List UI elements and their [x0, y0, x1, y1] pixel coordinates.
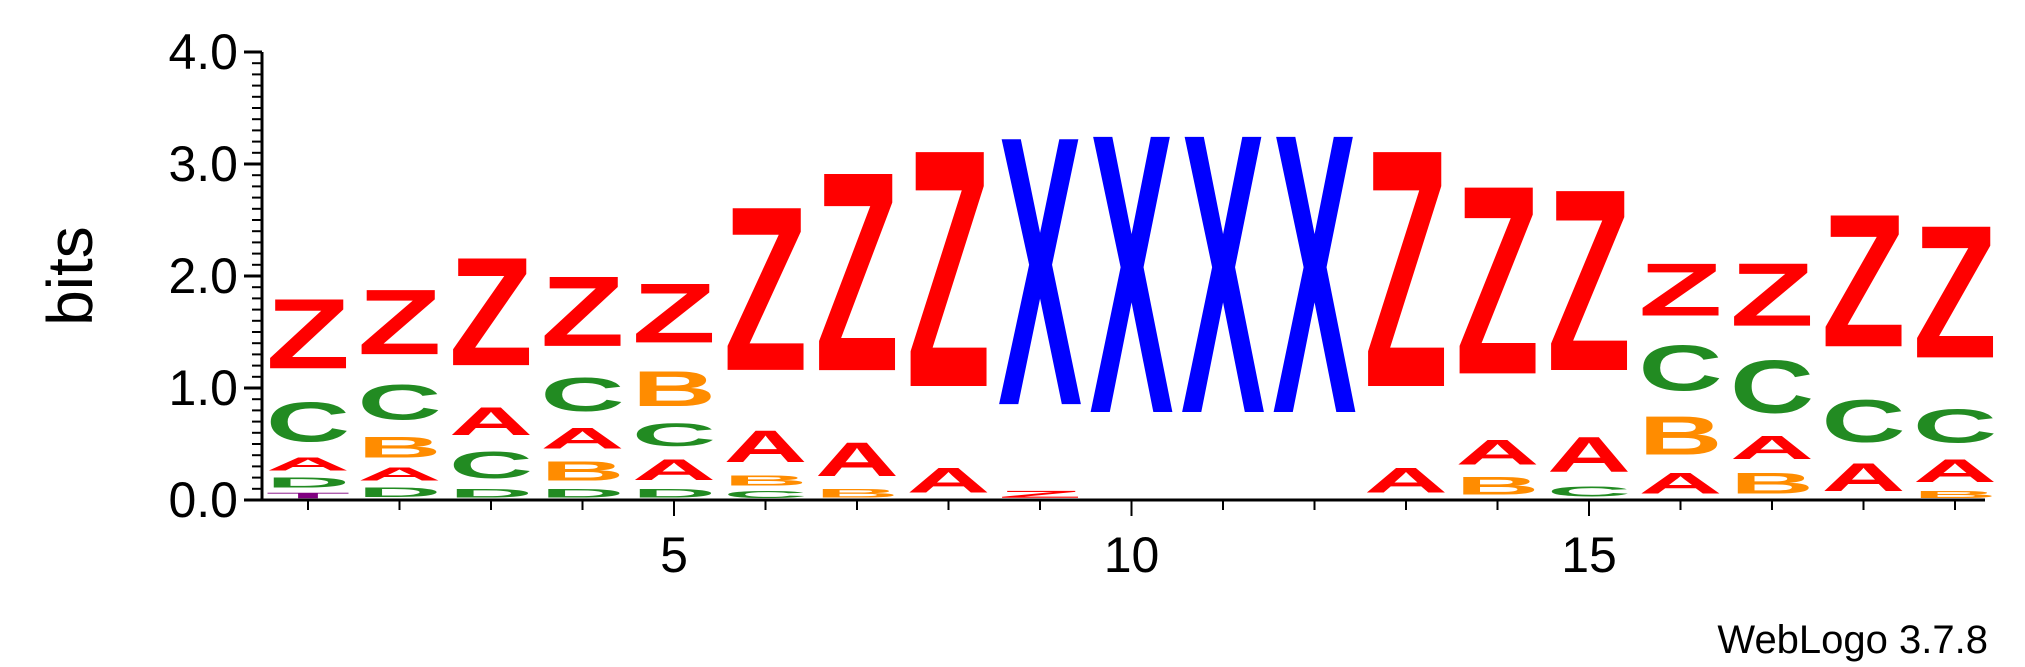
logo-glyph-x: X — [1181, 50, 1266, 496]
logo-glyph-z: Z — [815, 113, 899, 431]
logo-glyph-d: D — [266, 474, 350, 491]
logo-glyph-a: A — [1547, 427, 1631, 483]
logo-glyph-b: B — [1913, 489, 1997, 500]
y-tick-label: 3.0 — [168, 136, 238, 192]
logo-glyph-a: A — [815, 432, 899, 486]
logo-glyph-b: B — [724, 472, 808, 489]
logo-glyph-d: D — [541, 486, 625, 499]
logo-glyph-t: T — [266, 491, 350, 500]
logo-glyph-b: B — [1639, 405, 1723, 466]
logo-glyph-a: A — [1456, 433, 1540, 472]
logo-glyph-z: Z — [1730, 244, 1814, 345]
logo-glyph-c: C — [1547, 483, 1631, 500]
logo-glyph-c: C — [266, 391, 350, 454]
logo-glyph-b: B — [1730, 466, 1814, 500]
logo-glyph-a: A — [1730, 430, 1814, 467]
logo-glyph-a: A — [1913, 453, 1997, 489]
logo-glyph-b: B — [541, 455, 625, 486]
logo-glyph-z: Z — [1456, 130, 1540, 431]
logo-glyph-c: C — [449, 444, 533, 486]
logo-glyph-d: D — [632, 486, 716, 499]
y-tick-label: 0.0 — [168, 472, 238, 528]
logo-glyph-c: C — [1913, 399, 1997, 453]
logo-glyph-z: Z — [1913, 187, 1997, 399]
logo-glyph-z: Z — [724, 158, 808, 420]
y-tick-label: 2.0 — [168, 248, 238, 304]
logo-glyph-z: Z — [358, 270, 442, 374]
logo-glyph-a: A — [266, 454, 350, 474]
axis-layer: 0.0 1.0 2.0 3.0 4.0 5 10 15 — [168, 24, 1985, 583]
logo-glyph-c: C — [724, 489, 808, 500]
logo-glyph-z: Z — [541, 256, 625, 367]
logo-glyph-d: D — [358, 484, 442, 500]
logo-glyph-a: A — [1639, 466, 1723, 500]
weblogo-credit: WebLogo 3.7.8 — [1717, 618, 1988, 662]
logo-glyph-x: X — [998, 56, 1083, 486]
logo-glyph-a: A — [541, 421, 625, 455]
logo-glyph-c: C — [1822, 388, 1906, 455]
logo-glyph-z: Z — [632, 267, 716, 361]
logo-glyph-z: Z — [907, 78, 991, 458]
logo-glyph-c: C — [1639, 332, 1723, 404]
x-tick-label: 5 — [660, 527, 688, 583]
logo-glyph-z: Z — [1639, 248, 1723, 331]
logo-glyph-b: B — [1456, 472, 1540, 500]
logo-glyph-z: Z — [266, 278, 350, 389]
logo-glyph-x: X — [1090, 50, 1175, 496]
logo-glyph-z: Z — [1364, 78, 1448, 458]
logo-glyph-a: A — [724, 421, 808, 472]
logo-glyph-x: X — [1273, 50, 1358, 496]
logo-glyph-a: A — [907, 461, 991, 500]
logo-glyph-z: Z — [1547, 136, 1631, 426]
logo-glyph-a: A — [358, 464, 442, 484]
logo-glyph-c: C — [541, 367, 625, 421]
logo-glyph-b: B — [632, 361, 716, 417]
logo-glyph-c: C — [1730, 345, 1814, 429]
logo-glyph-c: C — [632, 417, 716, 453]
logo-glyph-d: D — [449, 486, 533, 499]
y-tick-label: 1.0 — [168, 360, 238, 416]
logo-glyph-z: Z — [1822, 175, 1906, 387]
logo-glyph-b: B — [358, 430, 442, 464]
y-tick-label: 4.0 — [168, 24, 238, 80]
logo-glyph-a: A — [449, 399, 533, 444]
x-tick-label: 15 — [1561, 527, 1617, 583]
logo-glyph-b: B — [815, 486, 899, 499]
logo-glyph-a: A — [1364, 461, 1448, 500]
logo-glyph-a: A — [632, 453, 716, 487]
logo-glyph-c: C — [358, 374, 442, 430]
logo-glyph-z: Z — [449, 225, 533, 399]
logo-glyph-a: A — [1822, 455, 1906, 500]
x-tick-label: 10 — [1104, 527, 1160, 583]
y-axis-label: bits — [34, 226, 106, 326]
logo-glyph-z: Z — [998, 489, 1082, 500]
